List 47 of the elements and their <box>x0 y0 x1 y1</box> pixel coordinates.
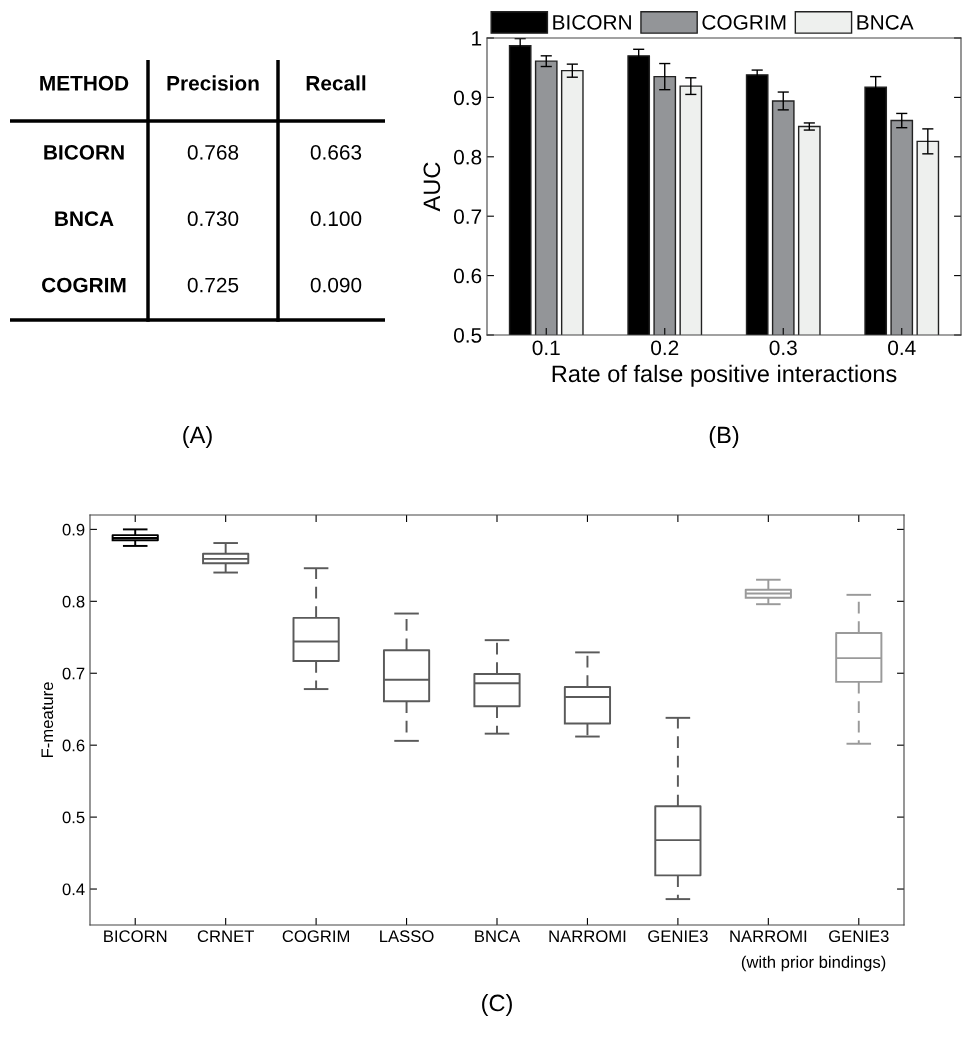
y-axis-title: AUC <box>423 162 441 212</box>
category-label: Recall <box>306 75 366 91</box>
x-tick-label: 0.4 <box>888 340 916 356</box>
text: 0.725 <box>187 277 239 293</box>
x-tick-label: NARROMI <box>549 930 626 943</box>
y-tick-label: 0.9 <box>453 90 482 106</box>
text: (B) <box>709 425 739 448</box>
x-tick-label: GENIE3 <box>648 930 708 943</box>
text: 0.100 <box>310 211 362 227</box>
y-tick-label: 0.5 <box>453 328 482 343</box>
text: 0.768 <box>187 145 239 160</box>
category-label: BICORN <box>44 145 124 160</box>
y-tick-label: 0.9 <box>62 523 85 536</box>
y-axis-title: F-meature <box>41 682 54 758</box>
text: (C) <box>482 993 512 1016</box>
text: 0.090 <box>310 277 362 293</box>
legend-label: BNCA <box>857 14 914 30</box>
x-axis-title: Rate of false positive interactions <box>552 364 897 387</box>
text: 0.730 <box>187 211 239 227</box>
y-tick-label: 0.7 <box>62 667 85 680</box>
x-tick-label: BNCA <box>475 930 521 943</box>
text: 0.663 <box>310 145 362 160</box>
category-label: BNCA <box>55 211 114 227</box>
legend-label: COGRIM <box>702 14 786 30</box>
text: METHOD <box>40 75 129 91</box>
y-tick-label: 1 <box>472 31 482 46</box>
y-tick-label: 0.6 <box>453 268 482 284</box>
text: (A) <box>183 425 212 448</box>
x-tick-label: COGRIM <box>282 930 349 943</box>
x-tick-label: NARROMI <box>730 930 807 943</box>
text: (with prior bindings) <box>741 955 886 972</box>
x-tick-label: CRNET <box>197 930 254 943</box>
y-tick-label: 0.8 <box>453 149 482 165</box>
x-tick-label: 0.2 <box>651 340 679 356</box>
y-tick-label: 0.8 <box>62 595 85 608</box>
x-tick-label: BICORN <box>104 930 167 943</box>
y-tick-label: 0.5 <box>62 811 85 824</box>
x-tick-label: GENIE3 <box>829 930 889 943</box>
y-tick-label: 0.7 <box>453 209 482 224</box>
x-tick-label: 0.3 <box>769 340 797 356</box>
x-tick-label: 0.1 <box>532 340 560 356</box>
x-tick-label: LASSO <box>380 930 434 943</box>
legend-label: BICORN <box>553 14 631 30</box>
y-tick-label: 0.6 <box>62 739 85 752</box>
category-label: Precision <box>167 75 259 91</box>
category-label: COGRIM <box>42 277 126 293</box>
y-tick-label: 0.4 <box>62 883 85 896</box>
